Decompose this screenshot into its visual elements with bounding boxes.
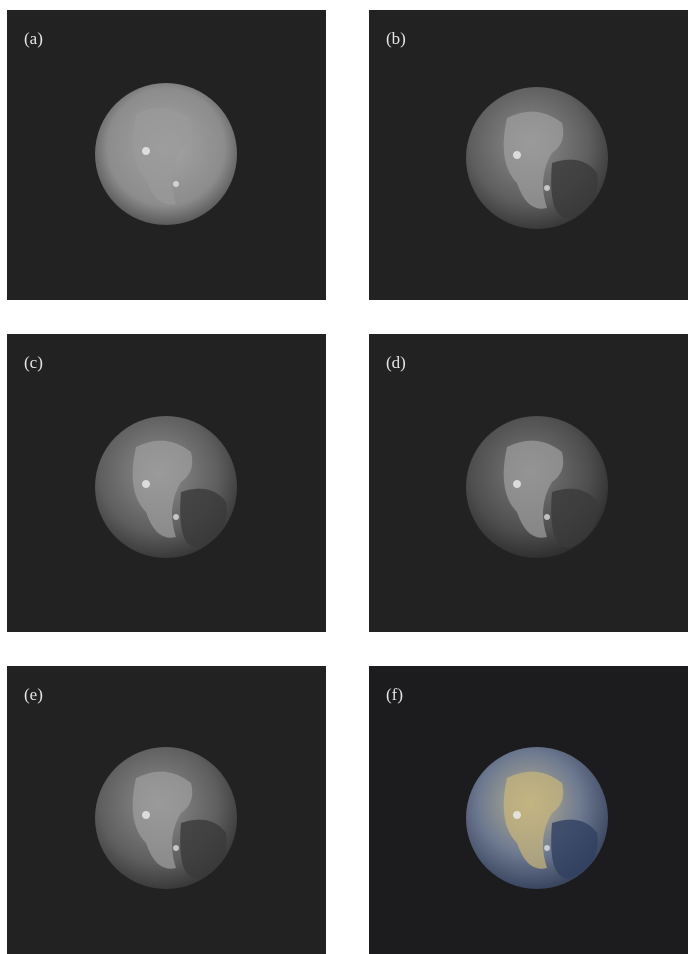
cloud [544,845,550,851]
ocean [180,819,227,879]
landmass [503,440,564,538]
cloud [173,845,179,851]
landmass [503,771,564,869]
cloud [173,181,179,187]
ocean [180,488,227,548]
landmass [132,107,193,205]
ocean [551,819,598,879]
landmass [132,771,193,869]
ocean [551,488,598,548]
panel-label: (d) [386,353,406,372]
cloud [544,185,550,191]
cloud [173,514,179,520]
panel-label: (f) [386,685,403,704]
cloud [513,151,521,159]
cloud [513,480,521,488]
panel-label: (e) [24,685,43,704]
landmass [132,440,193,538]
landmass [503,111,564,209]
panel-label: (a) [24,29,43,48]
panel-label: (b) [386,29,406,48]
cloud [544,514,550,520]
cloud [142,480,150,488]
ocean [551,159,598,219]
panel-label: (c) [24,353,43,372]
cloud [142,147,150,155]
cloud [142,811,150,819]
cloud [513,811,521,819]
